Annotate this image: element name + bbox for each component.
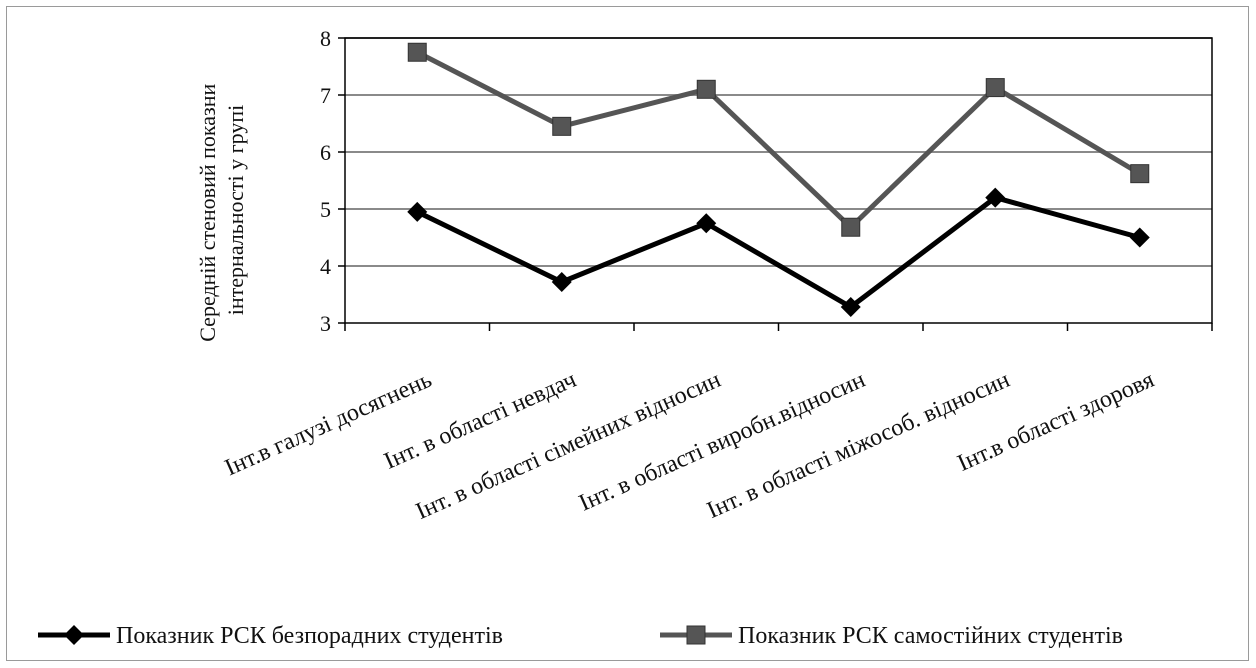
legend-label-1: Показник РСК безпорадних студентів bbox=[116, 623, 503, 649]
y-tick-label: 6 bbox=[320, 140, 331, 165]
data-point-square bbox=[1130, 164, 1150, 184]
data-point-square bbox=[841, 217, 861, 237]
data-point-diamond bbox=[1129, 227, 1150, 248]
axes bbox=[338, 37, 1213, 331]
series-line-2 bbox=[416, 50, 1142, 231]
data-point-square bbox=[696, 79, 716, 99]
legend-marker-diamond bbox=[64, 625, 84, 645]
data-point-diamond bbox=[407, 201, 428, 222]
series-group bbox=[407, 42, 1150, 318]
y-tick-labels: 3 4 5 6 7 8 bbox=[320, 26, 331, 336]
data-point-square bbox=[407, 42, 427, 62]
y-axis-title-line-2: інтернальності у групі bbox=[223, 105, 248, 315]
y-axis-title-line-1: Середній стеновий показни bbox=[195, 84, 220, 342]
y-tick-label: 8 bbox=[320, 26, 331, 51]
data-point-square bbox=[552, 116, 572, 136]
y-tick-label: 4 bbox=[320, 254, 331, 279]
data-point-diamond bbox=[696, 213, 717, 234]
y-tick-label: 7 bbox=[320, 83, 331, 108]
data-point-diamond bbox=[985, 187, 1006, 208]
y-axis-title: Середній стеновий показни інтернальності… bbox=[195, 78, 248, 342]
data-point-diamond bbox=[551, 271, 572, 292]
y-tick-label: 5 bbox=[320, 197, 331, 222]
legend-marker-square bbox=[686, 625, 706, 645]
data-point-diamond bbox=[840, 297, 861, 318]
series-line-1 bbox=[416, 194, 1141, 311]
legend: Показник РСК безпорадних студентів Показн… bbox=[38, 623, 1123, 649]
legend-label-2: Показник РСК самостійних студентів bbox=[738, 623, 1123, 649]
y-tick-label: 3 bbox=[320, 311, 331, 336]
grid-lines bbox=[345, 37, 1212, 267]
data-point-square bbox=[985, 78, 1005, 98]
